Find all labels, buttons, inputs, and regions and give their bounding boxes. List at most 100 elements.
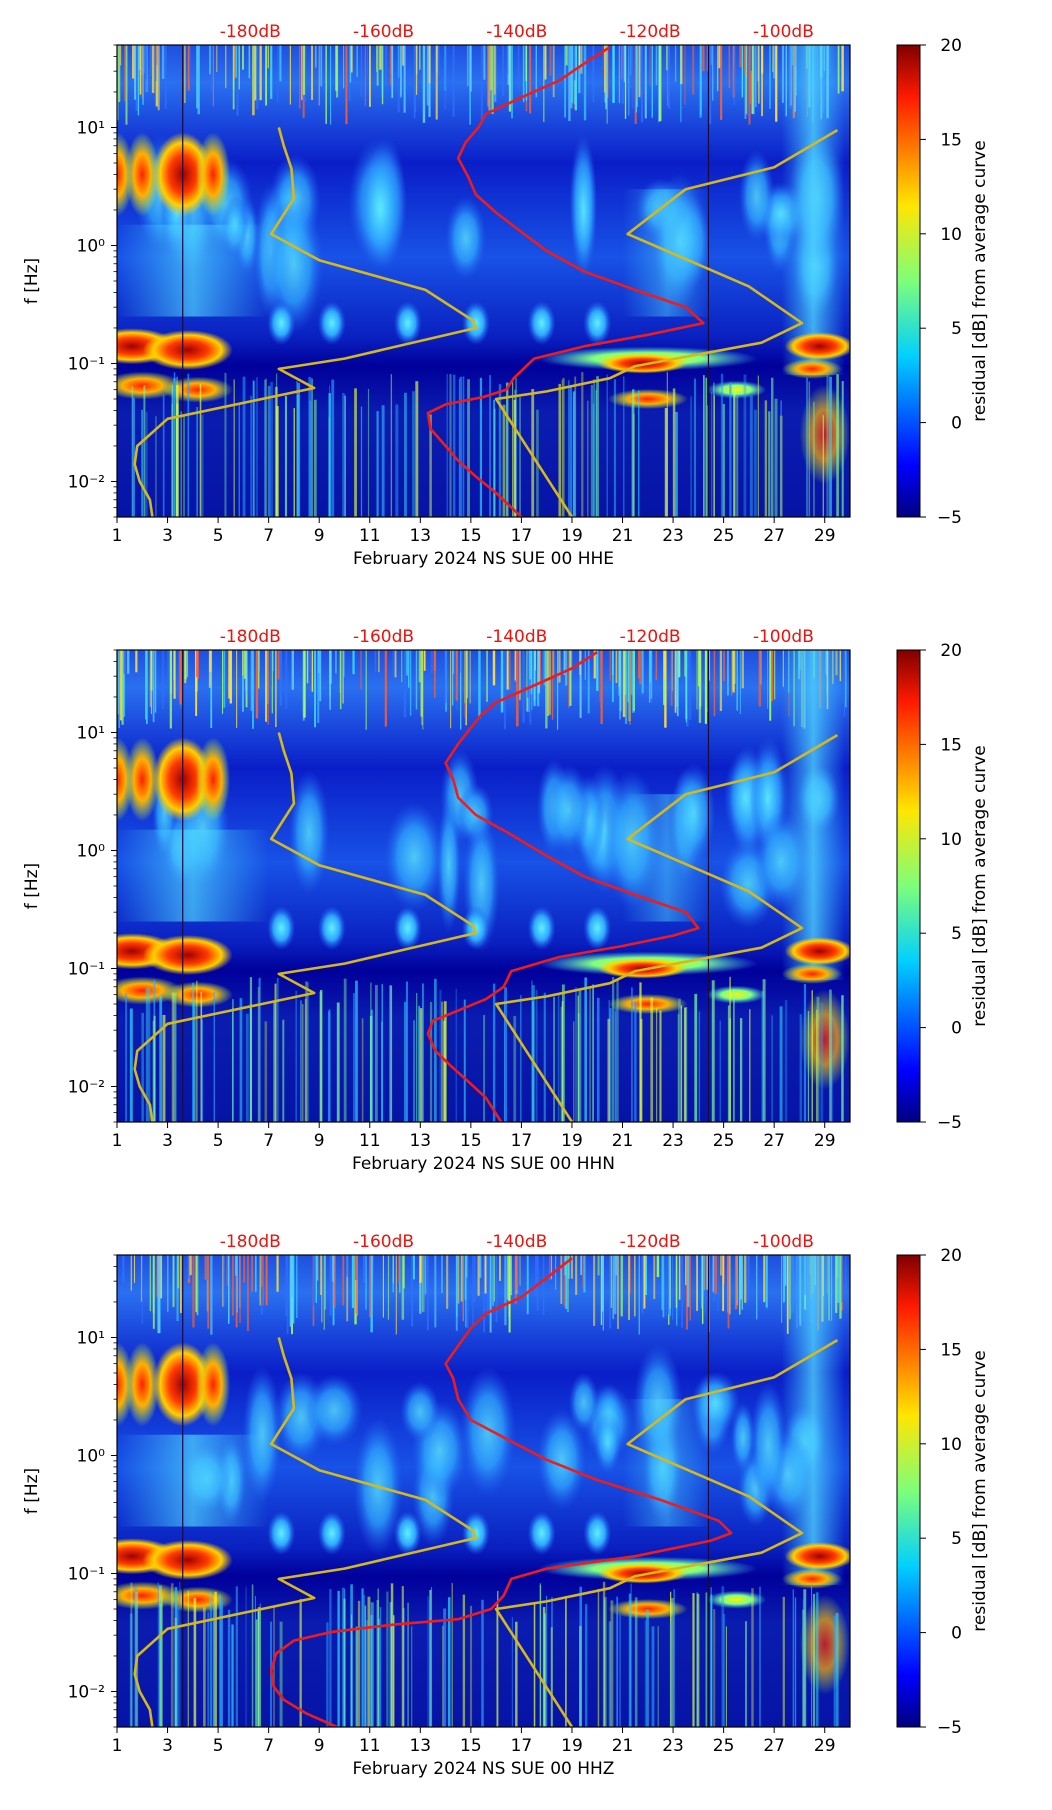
low-frequency-streak bbox=[650, 997, 654, 1122]
high-frequency-noise bbox=[698, 650, 702, 723]
high-frequency-noise bbox=[188, 1255, 190, 1279]
low-frequency-streak bbox=[350, 1614, 353, 1727]
high-frequency-noise bbox=[121, 650, 124, 725]
high-frequency-noise bbox=[236, 1255, 238, 1313]
low-frequency-streak bbox=[179, 1581, 181, 1727]
high-frequency-noise bbox=[732, 650, 735, 693]
high-frequency-noise bbox=[378, 650, 380, 673]
low-frequency-streak bbox=[496, 1602, 498, 1727]
high-frequency-noise bbox=[123, 45, 126, 102]
high-frequency-noise bbox=[403, 45, 406, 113]
low-frequency-streak bbox=[493, 399, 496, 517]
high-frequency-noise bbox=[267, 650, 269, 725]
high-frequency-noise bbox=[477, 1255, 480, 1296]
high-frequency-noise bbox=[568, 650, 570, 709]
low-frequency-streak bbox=[829, 376, 832, 517]
high-frequency-noise bbox=[335, 650, 337, 674]
high-frequency-noise bbox=[333, 1255, 336, 1308]
low-frequency-streak bbox=[355, 980, 358, 1122]
high-frequency-noise bbox=[424, 1255, 427, 1295]
low-frequency-streak bbox=[431, 1587, 433, 1727]
low-frequency-streak bbox=[171, 403, 173, 517]
high-frequency-noise bbox=[232, 45, 235, 110]
low-frequency-streak bbox=[413, 1020, 415, 1122]
y-axis-label: f [Hz] bbox=[22, 1468, 42, 1514]
high-frequency-noise bbox=[320, 1255, 322, 1295]
low-frequency-streak bbox=[441, 1001, 444, 1122]
high-frequency-noise bbox=[118, 45, 121, 103]
low-frequency-streak bbox=[134, 1586, 137, 1727]
high-frequency-noise bbox=[602, 45, 605, 70]
low-frequency-streak bbox=[296, 381, 298, 517]
high-frequency-noise bbox=[741, 1255, 744, 1310]
low-frequency-streak bbox=[815, 1592, 819, 1727]
low-frequency-streak bbox=[725, 1626, 727, 1727]
low-frequency-streak bbox=[336, 1002, 340, 1122]
low-frequency-streak bbox=[561, 984, 565, 1122]
low-frequency-streak bbox=[173, 378, 177, 517]
x-tick-label: 25 bbox=[713, 1736, 735, 1756]
low-frequency-streak bbox=[196, 407, 198, 517]
low-frequency-streak bbox=[784, 1000, 788, 1122]
high-frequency-noise bbox=[403, 650, 407, 718]
high-frequency-noise bbox=[480, 45, 484, 121]
high-frequency-noise bbox=[739, 45, 742, 68]
high-frequency-noise bbox=[700, 1255, 703, 1309]
low-frequency-streak bbox=[733, 988, 735, 1122]
x-tick-label: 5 bbox=[213, 1131, 224, 1151]
low-frequency-streak bbox=[623, 376, 625, 517]
high-frequency-noise bbox=[387, 1255, 390, 1320]
high-frequency-noise bbox=[661, 1255, 663, 1311]
storm-arc bbox=[461, 1511, 490, 1556]
high-frequency-noise bbox=[563, 1255, 566, 1307]
high-frequency-noise bbox=[720, 1255, 722, 1276]
low-frequency-streak bbox=[744, 1621, 748, 1727]
high-frequency-noise bbox=[229, 650, 233, 704]
high-frequency-noise bbox=[685, 650, 687, 723]
low-frequency-streak bbox=[696, 1593, 700, 1727]
low-frequency-streak bbox=[616, 1596, 619, 1727]
high-frequency-noise bbox=[277, 45, 279, 103]
microseism-spot bbox=[125, 1342, 160, 1427]
low-frequency-streak bbox=[613, 379, 617, 517]
high-frequency-noise bbox=[600, 650, 603, 725]
high-frequency-noise bbox=[489, 1255, 492, 1333]
microseism-spot bbox=[799, 1594, 850, 1695]
low-frequency-streak bbox=[619, 1614, 621, 1727]
high-frequency-noise bbox=[650, 650, 653, 699]
low-frequency-streak bbox=[415, 381, 419, 517]
colorbar-tick-label: 5 bbox=[951, 1529, 962, 1549]
high-frequency-noise bbox=[421, 650, 423, 726]
high-frequency-noise bbox=[507, 45, 510, 85]
high-frequency-noise bbox=[609, 1255, 612, 1329]
low-frequency-streak bbox=[171, 390, 174, 517]
low-frequency-streak bbox=[157, 1582, 159, 1727]
high-frequency-noise bbox=[473, 1255, 476, 1303]
high-frequency-noise bbox=[225, 45, 227, 89]
high-frequency-noise bbox=[760, 45, 764, 74]
low-frequency-streak bbox=[265, 378, 267, 517]
high-frequency-noise bbox=[674, 650, 677, 713]
low-frequency-streak bbox=[705, 1592, 708, 1727]
low-frequency-streak bbox=[361, 1018, 364, 1122]
low-frequency-streak bbox=[802, 1609, 805, 1727]
high-frequency-noise bbox=[758, 45, 760, 104]
low-frequency-streak bbox=[761, 991, 764, 1122]
low-frequency-streak bbox=[628, 1593, 632, 1727]
low-frequency-streak bbox=[489, 375, 491, 517]
high-frequency-noise bbox=[226, 1255, 228, 1286]
high-frequency-noise bbox=[135, 45, 138, 111]
low-frequency-streak bbox=[729, 382, 732, 517]
high-frequency-noise bbox=[251, 1255, 254, 1292]
low-frequency-streak bbox=[771, 1015, 773, 1122]
high-frequency-noise bbox=[770, 650, 773, 702]
high-frequency-noise bbox=[466, 1255, 469, 1328]
high-frequency-noise bbox=[445, 45, 447, 99]
low-frequency-streak bbox=[698, 1011, 701, 1122]
high-frequency-noise bbox=[486, 650, 488, 702]
high-frequency-noise bbox=[605, 45, 607, 110]
high-frequency-noise bbox=[582, 45, 585, 96]
high-frequency-noise bbox=[270, 650, 272, 686]
low-frequency-streak bbox=[270, 381, 273, 517]
low-frequency-streak bbox=[539, 1584, 542, 1727]
